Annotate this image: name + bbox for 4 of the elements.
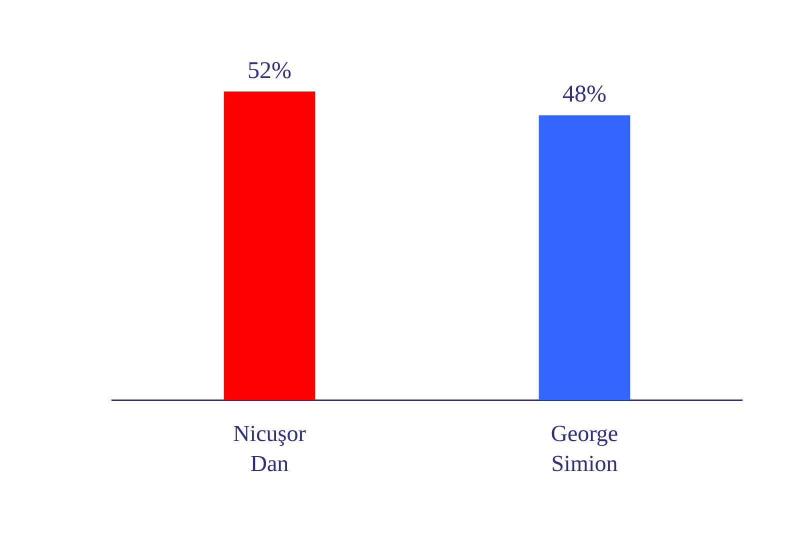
data-label: 52%	[248, 58, 292, 84]
x-tick-label: Nicuşor Dan	[233, 421, 306, 476]
data-label: 48%	[562, 82, 606, 108]
x-tick-label: George Simion	[550, 421, 618, 476]
